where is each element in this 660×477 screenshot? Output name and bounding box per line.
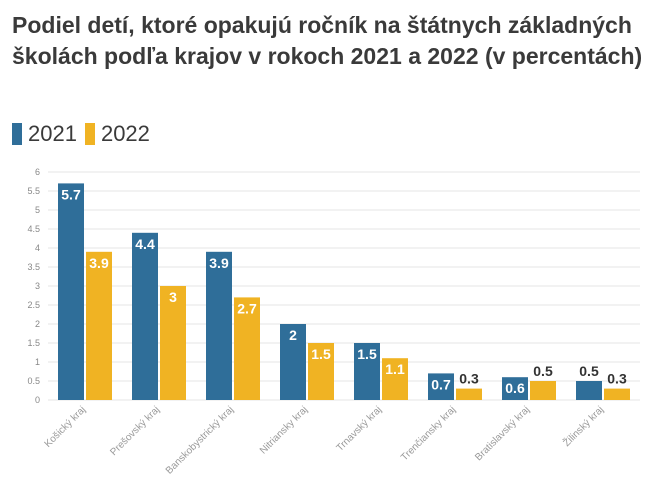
bar-2022[interactable]: [382, 358, 408, 400]
bar-2021[interactable]: [206, 251, 232, 400]
y-tick-label: 0: [35, 395, 40, 405]
bar-2022[interactable]: [160, 286, 186, 400]
legend-swatch-2021: [12, 123, 22, 145]
data-label-2021: 5.7: [61, 186, 81, 202]
data-label-2021: 2: [289, 327, 297, 343]
data-label-2022: 0.5: [533, 363, 553, 379]
legend-item-2022[interactable]: 2022: [84, 121, 150, 147]
y-tick-label: 5.5: [27, 186, 40, 196]
data-label-2021: 1.5: [357, 346, 377, 362]
bar-2021[interactable]: [280, 324, 306, 400]
data-label-2022: 2.7: [237, 300, 257, 316]
data-label-2021: 0.6: [505, 380, 525, 396]
x-tick-label: Bratislavský kraj: [473, 404, 532, 463]
chart-title: Podiel detí, ktoré opakujú ročník na štá…: [12, 12, 643, 69]
y-tick-label: 3.5: [27, 262, 40, 272]
bar-2022[interactable]: [234, 297, 260, 400]
bar-2022[interactable]: [308, 343, 334, 400]
legend-label-2021: 2021: [28, 121, 77, 146]
y-tick-label: 5: [35, 205, 40, 215]
data-label-2022: 1.1: [385, 361, 405, 377]
bar-2022[interactable]: [86, 251, 112, 400]
bar-2021[interactable]: [576, 381, 602, 400]
x-tick-label: Trnavský kraj: [335, 404, 385, 454]
data-label-2022: 0.3: [607, 371, 627, 387]
y-tick-label: 4: [35, 243, 40, 253]
x-tick-label: Banskobystrický kraj: [164, 404, 236, 476]
x-tick-label: Žilinský kraj: [560, 403, 606, 449]
data-label-2021: 0.5: [579, 363, 599, 379]
legend: 2021 2022: [12, 121, 150, 147]
y-tick-label: 3: [35, 281, 40, 291]
legend-label-2022: 2022: [100, 121, 150, 146]
bar-2021[interactable]: [428, 373, 454, 400]
legend-item-2021[interactable]: 2021: [12, 121, 77, 147]
bar-2021[interactable]: [132, 232, 158, 400]
data-label-2022: 0.3: [459, 371, 479, 387]
y-tick-label: 0.5: [27, 376, 40, 386]
x-tick-label: Košický kraj: [43, 404, 89, 450]
y-tick-label: 6: [35, 167, 40, 177]
data-label-2022: 1.5: [311, 346, 331, 362]
bar-2021[interactable]: [58, 183, 84, 400]
y-tick-label: 1.5: [27, 338, 40, 348]
bar-2021[interactable]: [502, 377, 528, 400]
bar-2022[interactable]: [604, 388, 630, 400]
x-tick-label: Prešovský kraj: [108, 404, 162, 458]
data-label-2021: 4.4: [135, 236, 155, 252]
x-tick-label: Nitriansky kraj: [258, 404, 310, 456]
data-label-2022: 3.9: [89, 255, 109, 271]
bar-2022[interactable]: [530, 381, 556, 400]
data-label-2021: 3.9: [209, 255, 229, 271]
y-tick-label: 2: [35, 319, 40, 329]
data-label-2021: 0.7: [431, 376, 451, 392]
y-tick-label: 2.5: [27, 300, 40, 310]
bar-2022[interactable]: [456, 388, 482, 400]
x-tick-label: Trenčiansky kraj: [399, 404, 458, 463]
bar-2021[interactable]: [354, 343, 380, 400]
y-tick-label: 1: [35, 357, 40, 367]
legend-swatch-2022: [84, 123, 95, 145]
y-tick-label: 4.5: [27, 224, 40, 234]
data-label-2022: 3: [169, 289, 177, 305]
